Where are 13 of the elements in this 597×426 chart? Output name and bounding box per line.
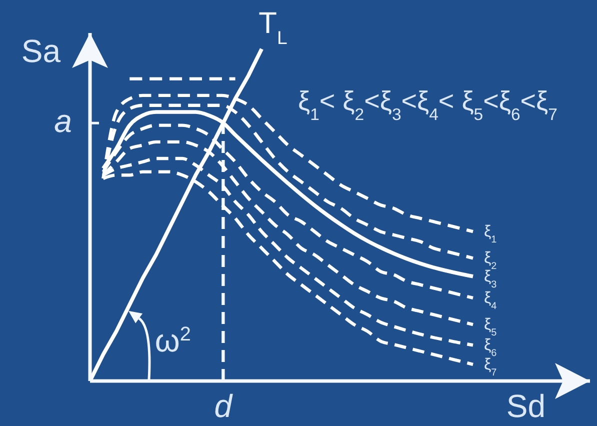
y-axis-title: Sa <box>21 33 61 69</box>
series-label: ξ$_{5}$ <box>484 316 498 338</box>
series-label: ξ$_{6}$ <box>484 337 498 359</box>
series-label: T$_{L}$ <box>258 6 288 48</box>
series-label: ξ$_{1}$ <box>484 224 498 246</box>
text: d <box>214 388 234 424</box>
series-label: ξ$_{7}$ <box>484 356 498 378</box>
text: a <box>54 103 72 140</box>
x-axis-title: Sd <box>506 388 546 424</box>
series-label: ξ$_{4}$ <box>484 290 498 312</box>
annotation: ω$^{2}$ <box>154 322 191 359</box>
series-label: ξ$_{3}$ <box>484 268 498 290</box>
text: ξ$_{1}$< ξ$_{2}$<ξ$_{3}$<ξ$_{4}$< ξ$_{5}$<ξ$_{6}$<ξ$_{7}$ <box>298 86 558 124</box>
